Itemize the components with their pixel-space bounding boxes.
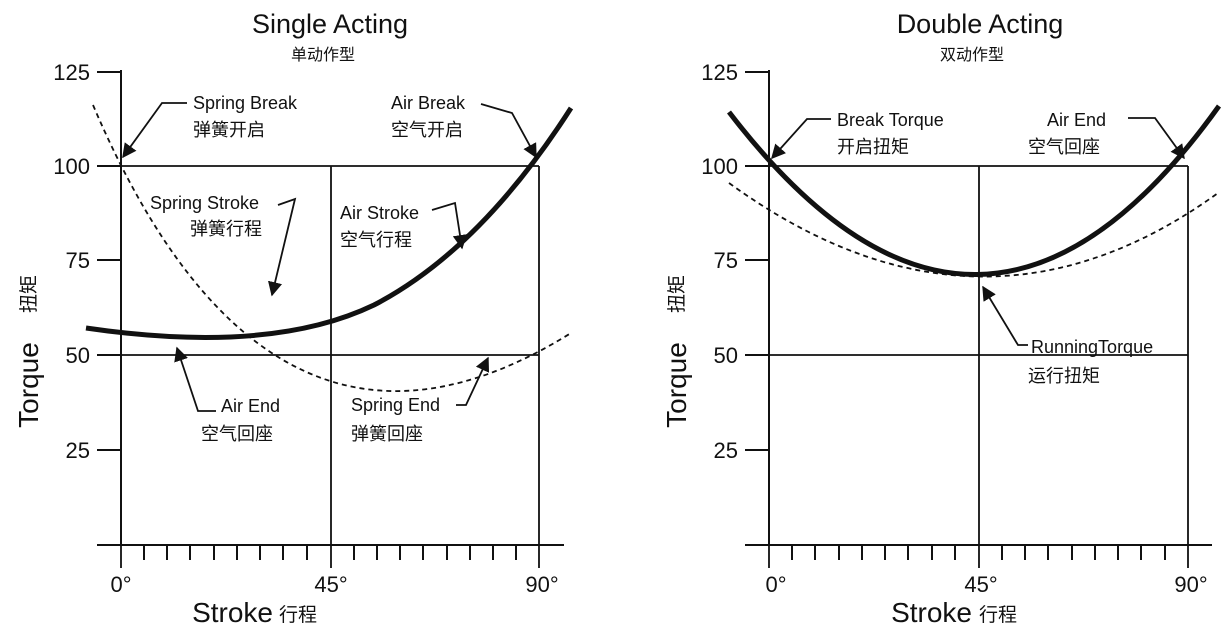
annotation-air-stroke: Air Stroke (340, 203, 419, 223)
y-tick-label: 100 (701, 154, 738, 179)
annotation-air-break: Air Break (391, 93, 466, 113)
y-axis-ticks (745, 71, 769, 451)
y-axis-ticks (97, 71, 121, 451)
annotation-spring-break-cn: 弹簧开启 (193, 120, 265, 141)
annotation-air-break-cn: 空气开启 (391, 120, 463, 141)
leader-break-torque (771, 118, 831, 160)
annotation-break-torque: Break Torque (837, 110, 944, 130)
annotation-spring-stroke-cn: 弹簧行程 (190, 219, 262, 240)
annotation-air-end-cn: 空气回座 (1028, 137, 1100, 158)
double-acting-chart: Double Acting 双动作型 125 100 75 50 25 (661, 9, 1222, 628)
leader-air-stroke (431, 201, 468, 250)
x-tick-label: 0° (110, 572, 131, 597)
annotation-running-torque-cn: 运行扭矩 (1028, 366, 1100, 387)
single-acting-chart: Single Acting 单动作型 125 100 75 50 25 (13, 9, 574, 628)
y-axis-title-group: Torque 扭矩 (661, 275, 692, 428)
x-axis-minor-ticks (791, 545, 1166, 560)
y-tick-label: 75 (714, 248, 738, 273)
annotation-running-torque: RunningTorque (1031, 337, 1153, 357)
x-axis-title-cn: 行程 (979, 604, 1017, 626)
chart-title: Single Acting (252, 9, 408, 39)
annotation-spring-end: Spring End (351, 395, 440, 415)
x-tick-label: 0° (765, 572, 786, 597)
leader-air-end (174, 346, 216, 412)
torque-curve (727, 104, 1222, 277)
y-axis-title-cn: 扭矩 (666, 275, 688, 313)
grid-lines (768, 165, 1189, 568)
x-axis-title: Stroke (192, 597, 273, 628)
annotation-spring-stroke: Spring Stroke (150, 193, 259, 213)
spring-torque-curve (92, 104, 572, 392)
y-tick-label: 100 (53, 154, 90, 179)
annotation-spring-break: Spring Break (193, 93, 298, 113)
running-torque-dashed-curve (728, 182, 1219, 278)
chart-title: Double Acting (897, 9, 1064, 39)
x-tick-label: 45° (964, 572, 997, 597)
y-tick-label: 75 (66, 248, 90, 273)
leader-spring-break (122, 102, 187, 159)
annotation-air-end: Air End (1047, 110, 1106, 130)
chart-subtitle: 单动作型 (291, 45, 355, 64)
y-axis-title: Torque (661, 342, 692, 428)
y-axis-title-cn: 扭矩 (18, 275, 40, 313)
y-axis-title-group: Torque 扭矩 (13, 275, 44, 428)
x-axis-title-cn: 行程 (279, 604, 317, 626)
annotation-air-stroke-cn: 空气行程 (340, 230, 412, 251)
leader-spring-end (456, 356, 490, 406)
y-tick-label: 125 (701, 60, 738, 85)
grid-lines (120, 165, 540, 568)
air-torque-curve (85, 106, 574, 340)
y-tick-label: 125 (53, 60, 90, 85)
annotation-air-end: Air End (221, 396, 280, 416)
x-axis-title: Stroke (891, 597, 972, 628)
x-axis-minor-ticks (143, 545, 517, 560)
annotation-break-torque-cn: 开启扭矩 (837, 137, 909, 158)
leader-spring-stroke (268, 197, 297, 297)
y-tick-label: 25 (714, 438, 738, 463)
leader-air-break (480, 103, 537, 159)
leader-air-end (1128, 117, 1185, 160)
y-axis-title: Torque (13, 342, 44, 428)
leader-running-torque (982, 285, 1028, 346)
y-tick-label: 50 (66, 343, 90, 368)
annotation-spring-end-cn: 弹簧回座 (351, 424, 423, 445)
chart-subtitle: 双动作型 (940, 45, 1004, 64)
x-tick-label: 90° (1174, 572, 1207, 597)
x-tick-label: 90° (525, 572, 558, 597)
x-tick-label: 45° (314, 572, 347, 597)
y-tick-label: 25 (66, 438, 90, 463)
annotation-air-end-cn: 空气回座 (201, 424, 273, 445)
y-tick-label: 50 (714, 343, 738, 368)
